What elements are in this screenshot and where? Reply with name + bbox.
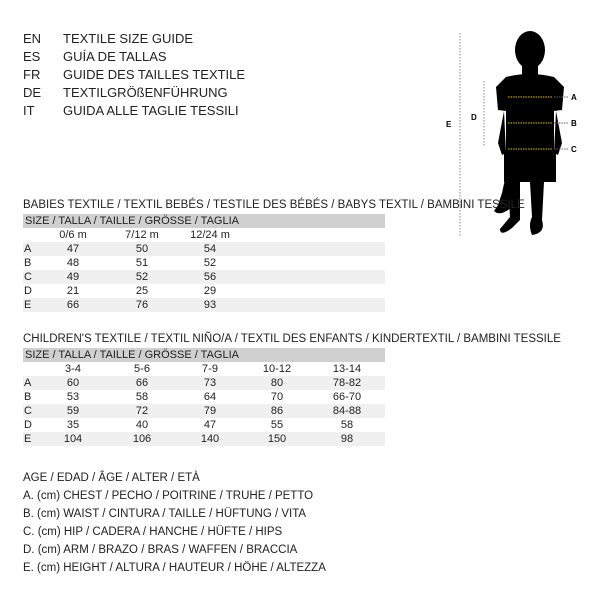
table-cell: 47	[203, 419, 217, 431]
table-cell: 58	[135, 391, 149, 403]
table-cell: 54	[203, 243, 217, 255]
table-cell: 104	[63, 433, 83, 445]
table-cell: 53	[66, 391, 80, 403]
table-row: B 48 51 52	[23, 256, 385, 270]
table-cell: 106	[132, 433, 152, 445]
label-c: C	[571, 145, 577, 154]
row-label: A	[24, 243, 32, 255]
label-e: E	[446, 120, 452, 129]
table-cell: 58	[340, 419, 354, 431]
row-label: B	[24, 257, 32, 269]
table-cell: 86	[270, 405, 284, 417]
language-title: TEXTILE SIZE GUIDE	[63, 31, 194, 46]
language-code: DE	[23, 85, 42, 100]
table-cell: 73	[203, 377, 217, 389]
table-cell: 79	[203, 405, 217, 417]
language-code: FR	[23, 67, 41, 82]
table-cell: 47	[66, 243, 80, 255]
column-header: 12/24 m	[190, 229, 230, 241]
table-cell: 98	[340, 433, 354, 445]
table-cell: 55	[270, 419, 284, 431]
row-label: D	[24, 285, 32, 297]
table-cell: 49	[66, 271, 80, 283]
children-title: CHILDREN'S TEXTILE / TEXTIL NIÑO/A / TEX…	[23, 333, 561, 345]
table-cell: 76	[135, 299, 149, 311]
table-cell: 64	[203, 391, 217, 403]
language-code: EN	[23, 31, 42, 46]
column-header: 10-12	[262, 363, 292, 375]
table-cell: 93	[203, 299, 217, 311]
column-header: 7/12 m	[125, 229, 159, 241]
table-cell: 40	[135, 419, 149, 431]
column-header: 5-6	[134, 363, 150, 375]
table-cell: 60	[66, 377, 80, 389]
table-cell: 51	[135, 257, 149, 269]
table-row: D 21 25 29	[23, 284, 385, 298]
language-title: GUÍA DE TALLAS	[63, 49, 167, 64]
table-cell: 66	[66, 299, 80, 311]
legend-line: B. (cm) WAIST / CINTURA / TAILLE / HÜFTU…	[23, 508, 307, 520]
row-label: A	[24, 377, 32, 389]
language-title: GUIDE DES TAILLES TEXTILE	[63, 67, 246, 82]
table-cell: 66-70	[332, 391, 362, 403]
table-cell: 29	[203, 285, 217, 297]
table-cell: 52	[203, 257, 217, 269]
child-silhouette-icon	[494, 31, 564, 235]
legend-line: AGE / EDAD / ÂGE / ALTER / ETÀ	[23, 472, 200, 484]
table-row: E 66 76 93	[23, 298, 385, 312]
table-cell: 25	[135, 285, 149, 297]
table-cell: 50	[135, 243, 149, 255]
babies-size-header: SIZE / TALLA / TAILLE / GRÖSSE / TAGLIA	[23, 214, 385, 228]
row-label: D	[24, 419, 32, 431]
babies-title: BABIES TEXTILE / TEXTIL BEBÉS / TESTILE …	[23, 199, 525, 211]
label-a: A	[571, 93, 577, 102]
legend-line: C. (cm) HIP / CADERA / HANCHE / HÜFTE / …	[23, 526, 283, 538]
column-header: 3-4	[65, 363, 81, 375]
children-size-header: SIZE / TALLA / TAILLE / GRÖSSE / TAGLIA	[23, 348, 385, 362]
column-header: 7-9	[202, 363, 218, 375]
child-silhouette-figure: E D A B C	[446, 31, 577, 237]
table-row: D 35 40 47 55 58	[23, 418, 385, 432]
label-b: B	[571, 119, 577, 128]
column-header: 13-14	[332, 363, 362, 375]
table-cell: 52	[135, 271, 149, 283]
column-header: 0/6 m	[59, 229, 87, 241]
table-cell: 84-88	[332, 405, 362, 417]
row-label: B	[24, 391, 32, 403]
legend-line: E. (cm) HEIGHT / ALTURA / HAUTEUR / HÖHE…	[23, 562, 326, 574]
legend-line: A. (cm) CHEST / PECHO / POITRINE / TRUHE…	[23, 490, 314, 502]
table-cell: 35	[66, 419, 80, 431]
language-code: ES	[23, 49, 41, 64]
table-cell: 72	[135, 405, 149, 417]
row-label: E	[24, 433, 32, 445]
label-d: D	[471, 113, 477, 122]
row-label: E	[24, 299, 32, 311]
table-cell: 78-82	[332, 377, 362, 389]
table-cell: 80	[270, 377, 284, 389]
legend-line: D. (cm) ARM / BRAZO / BRAS / WAFFEN / BR…	[23, 544, 298, 556]
row-label: C	[24, 271, 32, 283]
table-cell: 66	[135, 377, 149, 389]
children-column-header-row: 3-4 5-6 7-9 10-12 13-14	[23, 362, 385, 376]
language-code: IT	[23, 103, 35, 118]
table-cell: 21	[66, 285, 80, 297]
table-cell: 70	[270, 391, 284, 403]
language-title: TEXTILGRÖßENFÜHRUNG	[63, 85, 228, 100]
table-row: B 53 58 64 70 66-70	[23, 390, 385, 404]
table-row: E 104 106 140 150 98	[23, 432, 385, 446]
table-cell: 150	[267, 433, 287, 445]
table-row: C 59 72 79 86 84-88	[23, 404, 385, 418]
table-cell: 140	[200, 433, 220, 445]
table-row: A 47 50 54	[23, 242, 385, 256]
row-label: C	[24, 405, 32, 417]
language-title: GUIDA ALLE TAGLIE TESSILI	[63, 103, 239, 118]
table-cell: 56	[203, 271, 217, 283]
table-row: A 60 66 73 80 78-82	[23, 376, 385, 390]
babies-column-header-row: 0/6 m 7/12 m 12/24 m	[23, 228, 385, 242]
table-cell: 59	[66, 405, 80, 417]
table-cell: 48	[66, 257, 80, 269]
table-row: C 49 52 56	[23, 270, 385, 284]
